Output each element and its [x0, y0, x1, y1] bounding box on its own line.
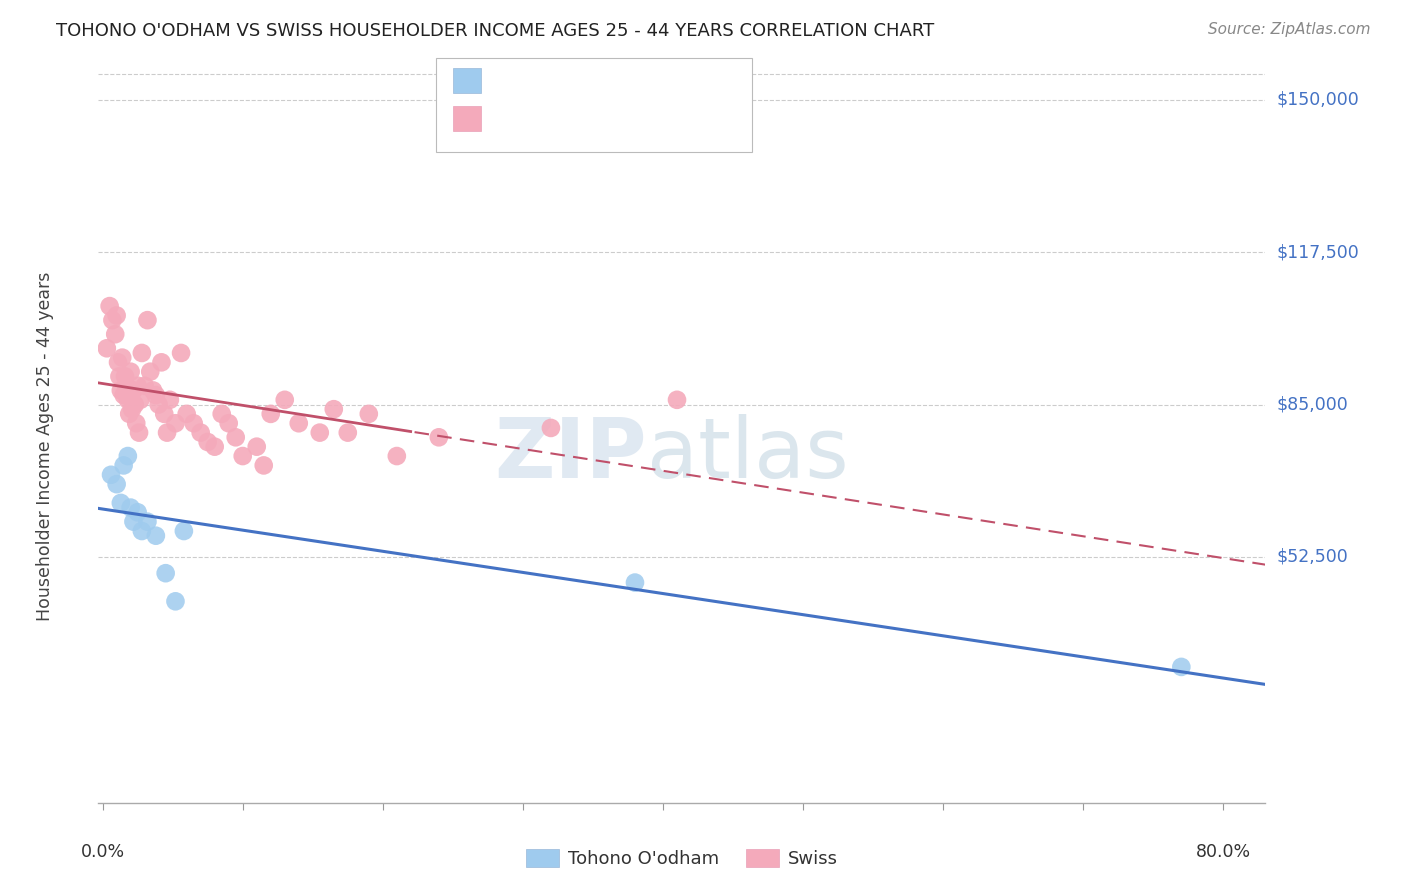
Point — [124, 397, 146, 411]
Point — [101, 313, 124, 327]
Point — [129, 392, 152, 407]
Point — [114, 369, 136, 384]
Text: R = -0.087: R = -0.087 — [495, 110, 592, 128]
Point — [110, 384, 132, 398]
Point — [107, 355, 129, 369]
Point — [165, 594, 187, 608]
Text: N = 57: N = 57 — [614, 110, 682, 128]
Point — [274, 392, 297, 407]
Point — [287, 416, 309, 430]
Point — [127, 378, 149, 392]
Point — [204, 440, 226, 454]
Text: N = 16: N = 16 — [614, 71, 682, 89]
Point — [225, 430, 247, 444]
Point — [322, 402, 344, 417]
Point — [1170, 660, 1192, 674]
Point — [145, 388, 167, 402]
Text: ZIP: ZIP — [495, 414, 647, 495]
Point — [308, 425, 330, 440]
Point — [246, 440, 269, 454]
Point — [159, 392, 181, 407]
Point — [170, 346, 193, 360]
Text: 80.0%: 80.0% — [1197, 843, 1251, 861]
Text: $52,500: $52,500 — [1277, 548, 1348, 566]
Point — [145, 529, 167, 543]
Point — [232, 449, 254, 463]
Point — [128, 425, 150, 440]
Point — [385, 449, 408, 463]
Point — [120, 365, 142, 379]
Point — [197, 435, 219, 450]
Point — [108, 369, 131, 384]
Text: Source: ZipAtlas.com: Source: ZipAtlas.com — [1208, 22, 1371, 37]
Point — [253, 458, 276, 473]
Point — [111, 351, 134, 365]
Point — [666, 392, 689, 407]
Text: 0.0%: 0.0% — [80, 843, 125, 861]
Point — [218, 416, 240, 430]
Point — [427, 430, 450, 444]
Point — [120, 500, 142, 515]
Point — [122, 515, 145, 529]
Point — [190, 425, 212, 440]
Point — [105, 477, 128, 491]
Text: atlas: atlas — [647, 414, 849, 495]
Point — [125, 416, 148, 430]
Text: R = -0.597: R = -0.597 — [495, 71, 592, 89]
Text: $117,500: $117,500 — [1277, 244, 1360, 261]
Text: $85,000: $85,000 — [1277, 395, 1348, 414]
Point — [117, 392, 139, 407]
Point — [98, 299, 121, 313]
Point — [139, 365, 162, 379]
Point — [624, 575, 647, 590]
Point — [117, 449, 139, 463]
Point — [211, 407, 233, 421]
Point — [131, 524, 153, 538]
Point — [153, 407, 176, 421]
Point — [134, 378, 156, 392]
Point — [96, 341, 118, 355]
Text: Householder Income Ages 25 - 44 years: Householder Income Ages 25 - 44 years — [37, 271, 53, 621]
Point — [336, 425, 359, 440]
Point — [155, 566, 177, 581]
Text: $150,000: $150,000 — [1277, 91, 1360, 109]
Point — [260, 407, 283, 421]
Point — [165, 416, 187, 430]
Point — [150, 355, 173, 369]
Point — [110, 496, 132, 510]
Point — [118, 407, 141, 421]
Point — [173, 524, 195, 538]
Point — [100, 467, 122, 482]
Point — [357, 407, 380, 421]
Point — [148, 397, 170, 411]
Point — [115, 378, 138, 392]
Point — [540, 421, 562, 435]
Point — [176, 407, 198, 421]
Point — [104, 327, 127, 342]
Point — [156, 425, 179, 440]
Point — [122, 384, 145, 398]
Point — [112, 388, 135, 402]
Point — [136, 313, 159, 327]
Text: TOHONO O'ODHAM VS SWISS HOUSEHOLDER INCOME AGES 25 - 44 YEARS CORRELATION CHART: TOHONO O'ODHAM VS SWISS HOUSEHOLDER INCO… — [56, 22, 935, 40]
Point — [183, 416, 205, 430]
Point — [142, 384, 165, 398]
Legend: Tohono O'odham, Swiss: Tohono O'odham, Swiss — [519, 841, 845, 875]
Point — [105, 309, 128, 323]
Point — [131, 346, 153, 360]
Point — [136, 515, 159, 529]
Point — [112, 458, 135, 473]
Point — [127, 505, 149, 519]
Point — [121, 402, 143, 417]
